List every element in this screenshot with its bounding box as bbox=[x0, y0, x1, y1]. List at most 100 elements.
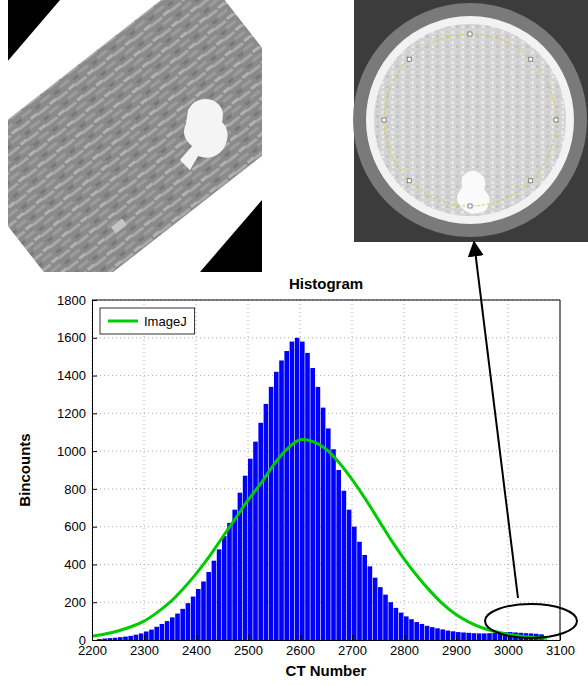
x-tick: 2500 bbox=[234, 635, 263, 658]
y-tick: 1200 bbox=[57, 406, 97, 421]
x-axis: 2200230024002500260027002800290030003100 bbox=[78, 635, 575, 658]
histogram-bar bbox=[290, 342, 295, 640]
histogram-bar bbox=[342, 491, 347, 640]
x-tick-label: 2500 bbox=[234, 643, 263, 658]
histogram-bar bbox=[118, 637, 123, 640]
y-tick-mark bbox=[92, 338, 97, 339]
histogram-bar bbox=[482, 633, 487, 640]
x-grid-line bbox=[92, 300, 93, 640]
image-right bbox=[353, 0, 588, 242]
image-ground bbox=[354, 0, 588, 242]
histogram-bar bbox=[451, 631, 456, 640]
phantom-wall bbox=[366, 16, 574, 224]
histogram-bar bbox=[102, 638, 107, 640]
roi-handle bbox=[529, 179, 533, 183]
x-tick-label: 2800 bbox=[390, 643, 419, 658]
x-tick-mark bbox=[248, 635, 249, 640]
x-tick-mark bbox=[404, 635, 405, 640]
x-tick-label: 2600 bbox=[286, 643, 315, 658]
histogram-bar bbox=[378, 587, 383, 640]
x-tick: 2600 bbox=[286, 635, 315, 658]
sample-slab bbox=[8, 0, 262, 272]
x-tick: 2400 bbox=[182, 635, 211, 658]
x-grid-line bbox=[404, 300, 405, 640]
x-tick: 2800 bbox=[390, 635, 419, 658]
x-tick: 3000 bbox=[494, 635, 523, 658]
y-tick-label: 1800 bbox=[57, 293, 86, 308]
x-grid-line bbox=[456, 300, 457, 640]
grid bbox=[92, 300, 560, 640]
y-tick-label: 1200 bbox=[57, 406, 86, 421]
series-line bbox=[92, 439, 547, 638]
histogram-bar bbox=[466, 633, 471, 640]
y-tick-mark bbox=[92, 489, 97, 490]
y-axis: 020040060080010001200140016001800 bbox=[57, 293, 97, 648]
phantom-core bbox=[374, 24, 566, 216]
y-tick-label: 200 bbox=[64, 595, 86, 610]
x-tick: 2700 bbox=[338, 635, 367, 658]
y-tick: 600 bbox=[64, 519, 97, 534]
histogram-bar bbox=[321, 408, 326, 640]
plot-marks bbox=[92, 338, 547, 640]
histogram-bar bbox=[134, 635, 139, 640]
image-left bbox=[8, 0, 262, 272]
histogram-bar bbox=[446, 631, 451, 640]
histogram-bar bbox=[388, 602, 393, 640]
x-tick: 2300 bbox=[130, 635, 159, 658]
histogram-bar bbox=[175, 614, 180, 640]
histogram-bar bbox=[191, 597, 196, 640]
histogram-bar bbox=[357, 542, 362, 640]
x-grid-line bbox=[508, 300, 509, 640]
histogram-bar bbox=[487, 633, 492, 640]
y-tick-mark bbox=[92, 602, 97, 603]
histogram-bar bbox=[279, 360, 284, 640]
y-axis-line bbox=[92, 301, 93, 641]
histogram-bar bbox=[362, 555, 367, 640]
y-tick-mark bbox=[92, 413, 97, 414]
x-tick: 3100 bbox=[546, 635, 575, 658]
histogram-bar bbox=[425, 626, 430, 640]
legend-box bbox=[100, 308, 195, 334]
histogram-bar bbox=[477, 633, 482, 640]
histogram-bar bbox=[492, 633, 497, 640]
histogram-bar bbox=[295, 338, 300, 640]
histogram-bar bbox=[399, 613, 404, 640]
histogram-bar bbox=[331, 449, 336, 640]
x-axis-line bbox=[93, 640, 561, 641]
histogram-bar bbox=[113, 638, 118, 640]
bright-fleck bbox=[111, 219, 127, 234]
x-tick-label: 2900 bbox=[442, 643, 471, 658]
y-tick: 1000 bbox=[57, 444, 97, 459]
y-tick: 800 bbox=[64, 482, 97, 497]
histogram-bar bbox=[440, 629, 445, 640]
histogram-bar bbox=[154, 627, 159, 640]
histogram-bar bbox=[206, 572, 211, 640]
y-grid-line bbox=[92, 300, 560, 301]
histogram-bar bbox=[201, 581, 206, 640]
image-corner bbox=[8, 0, 60, 70]
x-tick-mark bbox=[144, 635, 145, 640]
x-tick-label: 2300 bbox=[130, 643, 159, 658]
image-corner bbox=[200, 200, 262, 272]
x-tick-mark bbox=[300, 635, 301, 640]
y-tick-label: 1000 bbox=[57, 444, 86, 459]
y-tick-label: 1600 bbox=[57, 330, 86, 345]
legend-label: ImageJ bbox=[144, 314, 187, 329]
histogram-bar bbox=[149, 630, 154, 640]
histogram-bar bbox=[368, 566, 373, 640]
y-tick-mark bbox=[92, 527, 97, 528]
x-tick-mark bbox=[196, 635, 197, 640]
histogram-bar bbox=[336, 470, 341, 640]
histogram-bar bbox=[284, 351, 289, 640]
histogram-bar bbox=[196, 589, 201, 640]
histogram-bar bbox=[123, 637, 128, 640]
y-tick: 200 bbox=[64, 595, 97, 610]
roi-handle bbox=[407, 179, 411, 183]
y-grid-line bbox=[92, 413, 560, 414]
histogram-bar bbox=[269, 387, 274, 640]
histogram-bar bbox=[170, 617, 175, 640]
histogram-bar bbox=[248, 459, 253, 640]
x-tick: 2900 bbox=[442, 635, 471, 658]
phantom-shell bbox=[353, 3, 587, 237]
histogram-bar bbox=[430, 627, 435, 640]
